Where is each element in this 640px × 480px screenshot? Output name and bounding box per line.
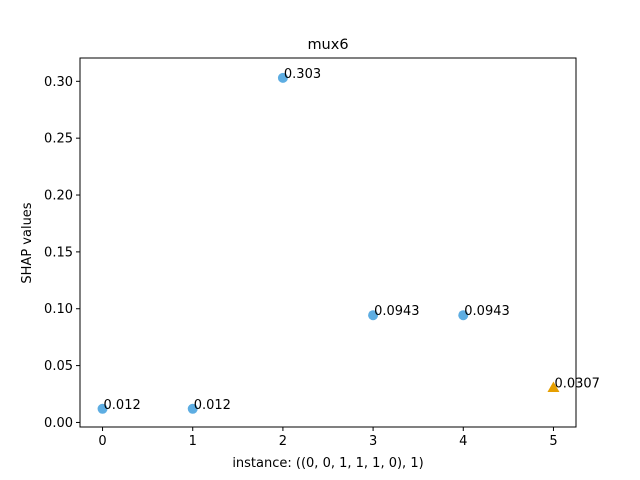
y-tick-label: 0.10 [44, 302, 73, 317]
x-tick-label: 4 [459, 434, 467, 449]
x-tick-label: 3 [369, 434, 377, 449]
data-point [187, 403, 198, 414]
data-label: 0.012 [104, 398, 141, 413]
x-tick-label: 0 [98, 434, 106, 449]
y-tick-label: 0.20 [44, 189, 73, 204]
data-point [368, 310, 379, 321]
data-label: 0.0943 [374, 304, 420, 319]
data-label: 0.012 [194, 398, 231, 413]
y-tick-label: 0.05 [44, 359, 73, 374]
data-point-triangle [547, 381, 560, 393]
x-tick-label: 2 [279, 434, 287, 449]
chart-title: mux6 [307, 37, 348, 53]
data-label: 0.0307 [554, 377, 600, 392]
y-tick-label: 0.00 [44, 416, 73, 431]
x-axis-label: instance: ((0, 0, 1, 1, 1, 0), 1) [232, 456, 423, 471]
y-tick-label: 0.30 [44, 75, 73, 90]
y-axis-label: SHAP values [20, 202, 35, 283]
plot-marks: 0.012 0.012 0.303 0.0943 0.0943 0.0307 [97, 67, 600, 414]
data-label: 0.303 [284, 67, 321, 82]
x-tick-label: 5 [549, 434, 557, 449]
plot-frame [79, 57, 577, 428]
x-tick-label: 1 [189, 434, 197, 449]
data-label: 0.0943 [464, 304, 510, 319]
data-point [458, 310, 469, 321]
y-tick-label: 0.15 [44, 245, 73, 260]
data-point [277, 72, 288, 83]
y-tick-label: 0.25 [44, 132, 73, 147]
data-point [97, 403, 108, 414]
